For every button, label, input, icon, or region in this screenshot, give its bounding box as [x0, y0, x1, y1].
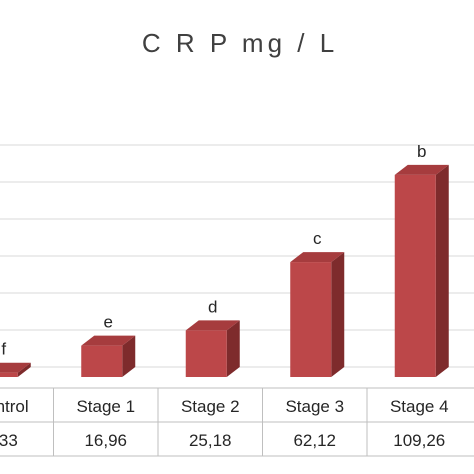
- bar-letter-label: b: [417, 142, 426, 161]
- bar-letter-label: f: [1, 340, 6, 359]
- bar-letter-label: c: [313, 229, 322, 248]
- bars: f e d c b: [0, 142, 449, 377]
- bar-4: c: [290, 229, 345, 377]
- category-label: Stage 1: [76, 397, 135, 416]
- category-label: Stage 2: [181, 397, 240, 416]
- gridlines: [0, 144, 474, 368]
- bar-top: [394, 164, 449, 175]
- bar-side: [331, 252, 345, 377]
- value-label: 16,96: [84, 431, 127, 450]
- bar-front: [0, 372, 18, 377]
- bar-side: [17, 362, 31, 377]
- category-label: Stage 3: [285, 397, 344, 416]
- category-label: Stage 4: [390, 397, 449, 416]
- bar-letter-label: e: [104, 313, 113, 332]
- bar-3: d: [185, 297, 240, 377]
- value-label: 2,33: [0, 431, 18, 450]
- bar-front: [185, 330, 227, 377]
- chart-title: C R P mg / L: [142, 28, 338, 58]
- value-label: 25,18: [189, 431, 232, 450]
- data-table: Control 2,33 Stage 1 16,96 Stage 2 25,18 Stage…: [0, 387, 474, 457]
- bar-top: [185, 320, 240, 331]
- category-label: Control: [0, 397, 29, 416]
- bar-side: [435, 164, 449, 377]
- bar-letter-label: d: [208, 297, 217, 316]
- bar-side: [226, 320, 240, 377]
- bar-top: [81, 335, 136, 346]
- value-label: 109,26: [393, 431, 445, 450]
- bar-top: [290, 252, 345, 263]
- bar-1: f: [0, 340, 31, 377]
- value-label: 62,12: [293, 431, 336, 450]
- bar-front: [81, 345, 123, 377]
- bar-5: b: [394, 142, 449, 377]
- bar-top: [0, 362, 31, 373]
- bar-front: [290, 262, 332, 377]
- bar-side: [122, 335, 136, 377]
- bar-2: e: [81, 313, 136, 377]
- bar-front: [394, 174, 436, 377]
